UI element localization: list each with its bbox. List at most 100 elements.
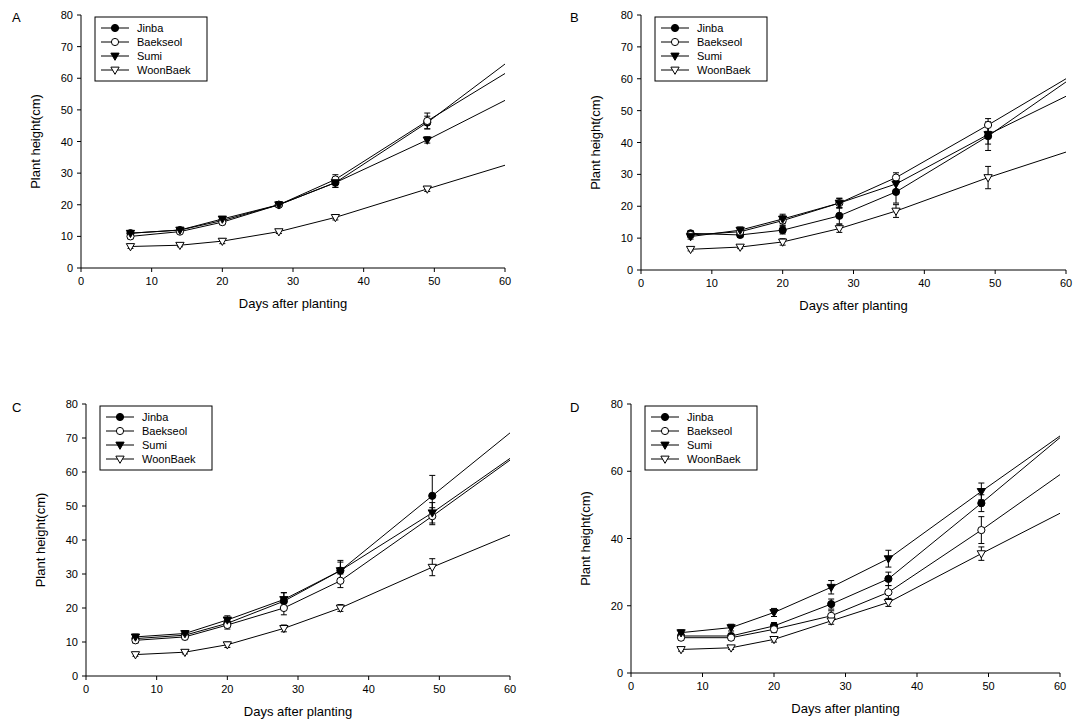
point [978, 526, 985, 533]
x-tick-label: 0 [628, 680, 634, 692]
y-tick-label: 60 [61, 72, 73, 84]
legend-marker [111, 67, 119, 74]
point [131, 634, 139, 641]
point [984, 133, 991, 140]
x-tick-label: 20 [221, 683, 233, 695]
point [884, 556, 892, 563]
point [280, 604, 287, 611]
legend-marker [661, 427, 668, 434]
error-cap [780, 225, 786, 226]
point [126, 230, 134, 237]
legend-marker [661, 442, 669, 449]
x-tick-label: 20 [768, 680, 780, 692]
y-tick [627, 538, 631, 539]
y-tick-label: 0 [617, 667, 623, 679]
error-cap [978, 560, 984, 561]
x-tick [1060, 673, 1061, 677]
y-tick-label: 40 [61, 136, 73, 148]
y-tick [82, 642, 86, 643]
x-axis-title: Days after planting [799, 298, 907, 313]
point [892, 181, 900, 188]
error-cap [281, 614, 287, 615]
error-cap [429, 524, 435, 525]
point [779, 227, 786, 234]
point [892, 208, 900, 215]
x-tick [439, 676, 440, 680]
point [423, 137, 431, 144]
y-tick [77, 236, 81, 237]
legend-label: Sumi [697, 50, 722, 62]
fit-line [135, 458, 510, 637]
error-cap [224, 615, 230, 616]
x-tick [711, 270, 712, 274]
point [223, 617, 231, 624]
x-tick-label: 0 [78, 275, 84, 287]
y-tick-label: 50 [621, 105, 633, 117]
point [770, 610, 778, 617]
y-tick-label: 70 [621, 41, 633, 53]
legend-marker [111, 53, 119, 60]
y-tick-label: 0 [627, 264, 633, 276]
error-cap [885, 567, 891, 568]
legend-label: WoonBaek [142, 453, 196, 465]
error-cap [893, 217, 899, 218]
x-tick [1066, 270, 1067, 274]
error-cap [836, 223, 842, 224]
x-tick-label: 60 [504, 683, 516, 695]
y-tick [82, 506, 86, 507]
y-tick [637, 78, 641, 79]
point [332, 179, 339, 186]
fit-line [130, 74, 505, 237]
legend-marker [116, 442, 124, 449]
y-tick [82, 574, 86, 575]
y-tick-label: 20 [611, 600, 623, 612]
point [977, 489, 985, 496]
point [275, 201, 282, 208]
point [428, 510, 436, 517]
fit-line [135, 535, 510, 655]
point [686, 234, 694, 241]
point [835, 226, 843, 233]
point [885, 589, 892, 596]
error-cap [978, 516, 984, 517]
error-cap [978, 511, 984, 512]
point [770, 626, 777, 633]
error-cap [836, 198, 842, 199]
legend-marker [671, 67, 679, 74]
legend-box [100, 406, 212, 470]
x-tick-label: 40 [358, 275, 370, 287]
fit-line [691, 82, 1066, 235]
x-tick-label: 60 [499, 275, 511, 287]
y-tick-label: 30 [621, 168, 633, 180]
x-tick [988, 673, 989, 677]
x-tick-label: 40 [918, 277, 930, 289]
error-cap [828, 580, 834, 581]
error-bar [978, 517, 984, 544]
y-tick [77, 268, 81, 269]
error-bar [885, 586, 891, 599]
error-cap [828, 610, 834, 611]
x-tick-label: 10 [151, 683, 163, 695]
x-tick [505, 268, 506, 272]
point [176, 242, 184, 249]
error-cap [893, 204, 899, 205]
x-tick-label: 50 [982, 680, 994, 692]
x-tick-label: 0 [83, 683, 89, 695]
error-cap [424, 113, 430, 114]
x-tick [782, 270, 783, 274]
point [727, 645, 735, 652]
fit-line [135, 433, 510, 639]
point [984, 175, 992, 182]
x-tick-label: 50 [428, 275, 440, 287]
error-cap [885, 550, 891, 551]
error-cap [985, 150, 991, 151]
y-tick-label: 80 [61, 9, 73, 21]
error-bar [780, 226, 786, 234]
x-tick-label: 30 [292, 683, 304, 695]
point [181, 649, 189, 656]
y-tick [627, 404, 631, 405]
point [280, 626, 288, 633]
legend-label: Baekseol [697, 36, 742, 48]
y-tick-label: 30 [61, 167, 73, 179]
point [131, 652, 139, 659]
